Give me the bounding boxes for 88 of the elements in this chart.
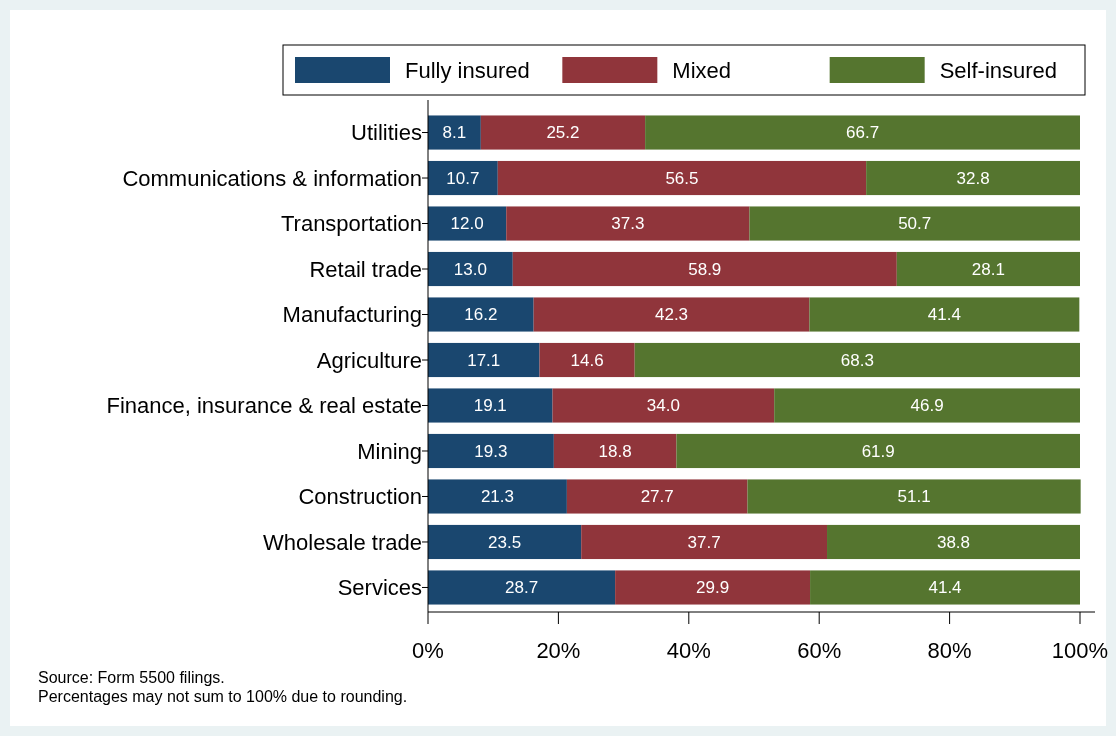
bar [810, 570, 1080, 605]
data-label: 56.5 [665, 168, 699, 188]
bar [497, 160, 867, 196]
source-note: Source: Form 5500 filings. [38, 669, 225, 686]
bar [428, 524, 582, 560]
bar [566, 479, 748, 514]
bar [747, 479, 1081, 514]
bar [676, 433, 1080, 469]
bar [866, 160, 1080, 196]
y-tick-label: Communications & information [122, 165, 422, 191]
data-label: 13.0 [453, 259, 487, 279]
bar [428, 433, 554, 469]
bar [428, 160, 498, 196]
bar [428, 342, 540, 378]
data-label: 23.5 [488, 532, 522, 552]
data-label: 14.6 [570, 350, 604, 370]
y-tick-label: Services [337, 575, 422, 601]
bar [581, 524, 828, 560]
data-label: 19.1 [473, 396, 507, 416]
data-label: 61.9 [861, 441, 895, 461]
data-label: 34.0 [646, 396, 680, 416]
data-label: 41.4 [927, 305, 961, 325]
legend-label: Self-insured [939, 57, 1058, 83]
y-tick-label: Retail trade [309, 256, 422, 282]
bar [552, 388, 775, 423]
data-label: 16.2 [464, 305, 498, 325]
bar [645, 115, 1080, 150]
bar [428, 388, 553, 423]
bar [533, 297, 810, 332]
data-label: 37.3 [611, 214, 645, 234]
data-label: 41.4 [928, 578, 962, 598]
bar [428, 251, 513, 287]
bar [774, 388, 1080, 423]
bar [428, 115, 481, 150]
bar [506, 206, 750, 241]
data-label: 25.2 [546, 123, 580, 143]
x-tick-label: 20% [536, 637, 581, 663]
bar [615, 570, 811, 605]
data-label: 38.8 [936, 532, 971, 552]
bar [634, 342, 1080, 378]
x-tick-label: 60% [797, 637, 842, 663]
data-label: 19.3 [474, 441, 508, 461]
bar [428, 570, 616, 605]
data-label: 51.1 [897, 487, 931, 507]
bar [553, 433, 677, 469]
bar [749, 206, 1080, 241]
bar [480, 115, 646, 150]
y-tick-label: Finance, insurance & real estate [106, 393, 422, 419]
data-label: 58.9 [688, 259, 722, 279]
bar [896, 251, 1080, 287]
legend-label: Mixed [672, 57, 732, 83]
data-label: 37.7 [687, 532, 721, 552]
data-label: 18.8 [598, 441, 632, 461]
data-label: 17.1 [467, 350, 501, 370]
y-tick-label: Mining [357, 438, 422, 464]
data-label: 28.1 [971, 259, 1005, 279]
x-tick-label: 100% [1051, 637, 1109, 663]
data-label: 21.3 [480, 487, 514, 507]
y-tick-label: Utilities [351, 120, 422, 146]
legend-label: Fully insured [405, 57, 530, 83]
bar [827, 524, 1080, 560]
bar [428, 297, 534, 332]
data-label: 50.7 [898, 214, 932, 234]
data-label: 46.9 [910, 396, 944, 416]
data-label: 42.3 [654, 305, 689, 325]
bar [809, 297, 1080, 332]
data-label: 28.7 [505, 578, 539, 598]
y-tick-label: Wholesale trade [263, 529, 422, 555]
bar [428, 206, 507, 241]
y-tick-label: Construction [298, 484, 422, 510]
x-tick-label: 0% [412, 637, 444, 663]
data-label: 32.8 [956, 168, 990, 188]
bar [428, 479, 567, 514]
text: Percentages may not sum to 100% due to rounding. [38, 688, 408, 705]
data-label: 29.9 [696, 578, 730, 598]
y-tick-label: Transportation [280, 211, 422, 237]
x-tick-label: 40% [666, 637, 711, 663]
y-tick-label: Manufacturing [282, 302, 422, 328]
data-label: 68.3 [840, 350, 874, 370]
data-label: 66.7 [846, 123, 880, 143]
bar [539, 342, 635, 378]
data-label: 12.0 [450, 214, 484, 234]
data-label: 27.7 [640, 487, 674, 507]
data-label: 10.7 [446, 168, 480, 188]
bar [512, 251, 897, 287]
y-tick-label: Agriculture [316, 347, 422, 373]
x-tick-label: 80% [927, 637, 972, 663]
data-label: 8.1 [442, 123, 467, 143]
